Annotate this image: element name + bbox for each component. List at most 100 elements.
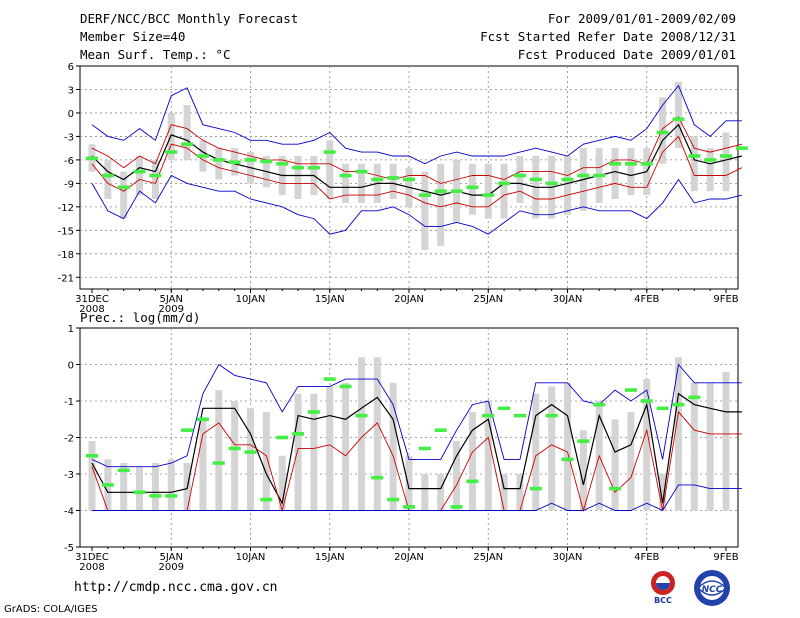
- prec-spread-bar: [231, 401, 239, 511]
- temp-spread-bar: [706, 148, 714, 192]
- ncc-logo: NCC: [694, 570, 730, 606]
- temp-spread-bar: [326, 140, 334, 200]
- prec-observed-marker: [196, 417, 209, 422]
- prec-observed-marker: [513, 413, 526, 418]
- temp-observed-marker: [371, 177, 384, 182]
- prec-spread-bar: [373, 357, 381, 511]
- temp-ytick-label: -18: [58, 250, 74, 261]
- bcc-logo: BCC: [651, 571, 675, 605]
- prec-spread-bar: [167, 459, 175, 511]
- prec-observed-marker: [228, 446, 241, 451]
- temp-spread-bar: [120, 171, 128, 219]
- temp-observed-marker: [593, 173, 606, 178]
- prec-spread-bar: [516, 474, 524, 511]
- temp-observed-marker: [561, 177, 574, 182]
- temp-spread-bar: [484, 163, 492, 219]
- prec-ytick-label: -3: [64, 470, 74, 481]
- temp-spread-bar: [611, 148, 619, 200]
- temp-xtick-label: 9FEB: [713, 294, 738, 305]
- prec-observed-marker: [609, 486, 622, 491]
- prec-spread-bar: [627, 411, 635, 511]
- prec-spread-bar: [548, 386, 556, 511]
- prec-observed-marker: [577, 439, 590, 443]
- temp-spread-bar: [389, 163, 397, 200]
- prec-observed-marker: [624, 388, 637, 392]
- temp-observed-marker: [133, 169, 146, 174]
- prec-spread-bar: [722, 371, 730, 511]
- prec-line-mean: [91, 392, 742, 505]
- ncc-logo-text: NCC: [702, 585, 723, 595]
- temp-xtick-label: 2009: [159, 304, 184, 315]
- prec-observed-marker: [403, 505, 415, 509]
- temp-spread-bar: [215, 148, 223, 180]
- prec-spread-bar: [262, 411, 270, 511]
- prec-xtick-label: 20JAN: [394, 552, 424, 563]
- temp-observed-marker: [86, 156, 98, 161]
- prec-observed-marker: [418, 446, 431, 451]
- temp-observed-marker: [244, 158, 257, 162]
- temp-ytick-label: -9: [64, 179, 74, 190]
- source-url[interactable]: http://cmdp.ncc.cma.gov.cn: [74, 580, 278, 595]
- prec-observed-marker: [482, 413, 495, 418]
- temp-spread-bar: [342, 163, 350, 203]
- temp-spread-bar: [500, 163, 508, 219]
- temp-observed-marker: [720, 154, 732, 158]
- temp-xtick-label: 10JAN: [236, 294, 266, 305]
- prec-spread-bar: [564, 382, 571, 511]
- prec-observed-marker: [86, 453, 98, 458]
- temp-observed-marker: [609, 162, 622, 166]
- temp-spread-bar: [421, 171, 429, 250]
- temp-spread-bar: [183, 105, 191, 160]
- prec-spread-bar: [643, 379, 651, 511]
- temp-observed-marker: [117, 185, 130, 190]
- prec-line-max: [91, 363, 742, 468]
- prec-ytick-label: -1: [64, 397, 74, 408]
- prec-observed-marker: [561, 457, 574, 462]
- temp-observed-marker: [196, 154, 209, 158]
- prec-line-min: [92, 484, 742, 512]
- prec-ytick-label: 1: [68, 324, 74, 335]
- temp-line-min: [91, 174, 743, 235]
- prec-observed-marker: [387, 497, 400, 502]
- prec-spread-bar: [247, 408, 254, 511]
- temp-observed-marker: [545, 181, 558, 186]
- prec-observed-marker: [545, 413, 558, 418]
- temp-observed-marker: [735, 146, 748, 150]
- temp-observed-marker: [418, 193, 431, 197]
- prec-observed-marker: [117, 468, 130, 473]
- prec-ytick-label: -2: [64, 434, 74, 445]
- prec-observed-marker: [323, 377, 336, 381]
- variable-label: Mean Surf. Temp.: °C: [80, 47, 231, 62]
- temp-spread-bar: [437, 163, 445, 246]
- prec-observed-marker: [672, 402, 685, 407]
- prec-observed-marker: [529, 486, 542, 491]
- prec-spread-bar: [310, 393, 318, 511]
- temp-observed-marker: [292, 165, 305, 170]
- temp-spread-bar: [136, 155, 144, 196]
- prec-spread-bar: [437, 474, 445, 511]
- prec-xtick-label: 2008: [79, 562, 104, 573]
- temp-line-lower: [91, 135, 743, 208]
- prec-observed-marker: [149, 494, 162, 498]
- temp-line-upper: [91, 116, 743, 184]
- temp-ytick-label: -12: [58, 203, 74, 214]
- temp-observed-marker: [323, 150, 336, 154]
- prec-observed-marker: [244, 450, 257, 454]
- temp-observed-marker: [355, 169, 368, 174]
- temp-spread-bar: [564, 155, 571, 215]
- prec-xtick-label: 25JAN: [473, 552, 503, 563]
- prec-spread-bar: [421, 474, 429, 511]
- temp-ytick-label: -6: [64, 156, 74, 167]
- prec-spread-bar: [468, 411, 476, 511]
- prec-spread-bar: [690, 382, 698, 511]
- prec-xtick-label: 15JAN: [315, 552, 345, 563]
- temp-ytick-label: 3: [68, 85, 74, 96]
- temp-ytick-label: -21: [58, 273, 74, 284]
- prec-xtick-label: 31DEC: [75, 552, 109, 563]
- prec-observed-marker: [371, 475, 384, 480]
- precip-label: Prec.: log(mm/d): [80, 310, 201, 325]
- temp-observed-marker: [482, 193, 495, 197]
- prec-observed-marker: [498, 406, 511, 411]
- temp-xtick-label: 30JAN: [553, 294, 583, 305]
- temp-line-max: [91, 84, 742, 165]
